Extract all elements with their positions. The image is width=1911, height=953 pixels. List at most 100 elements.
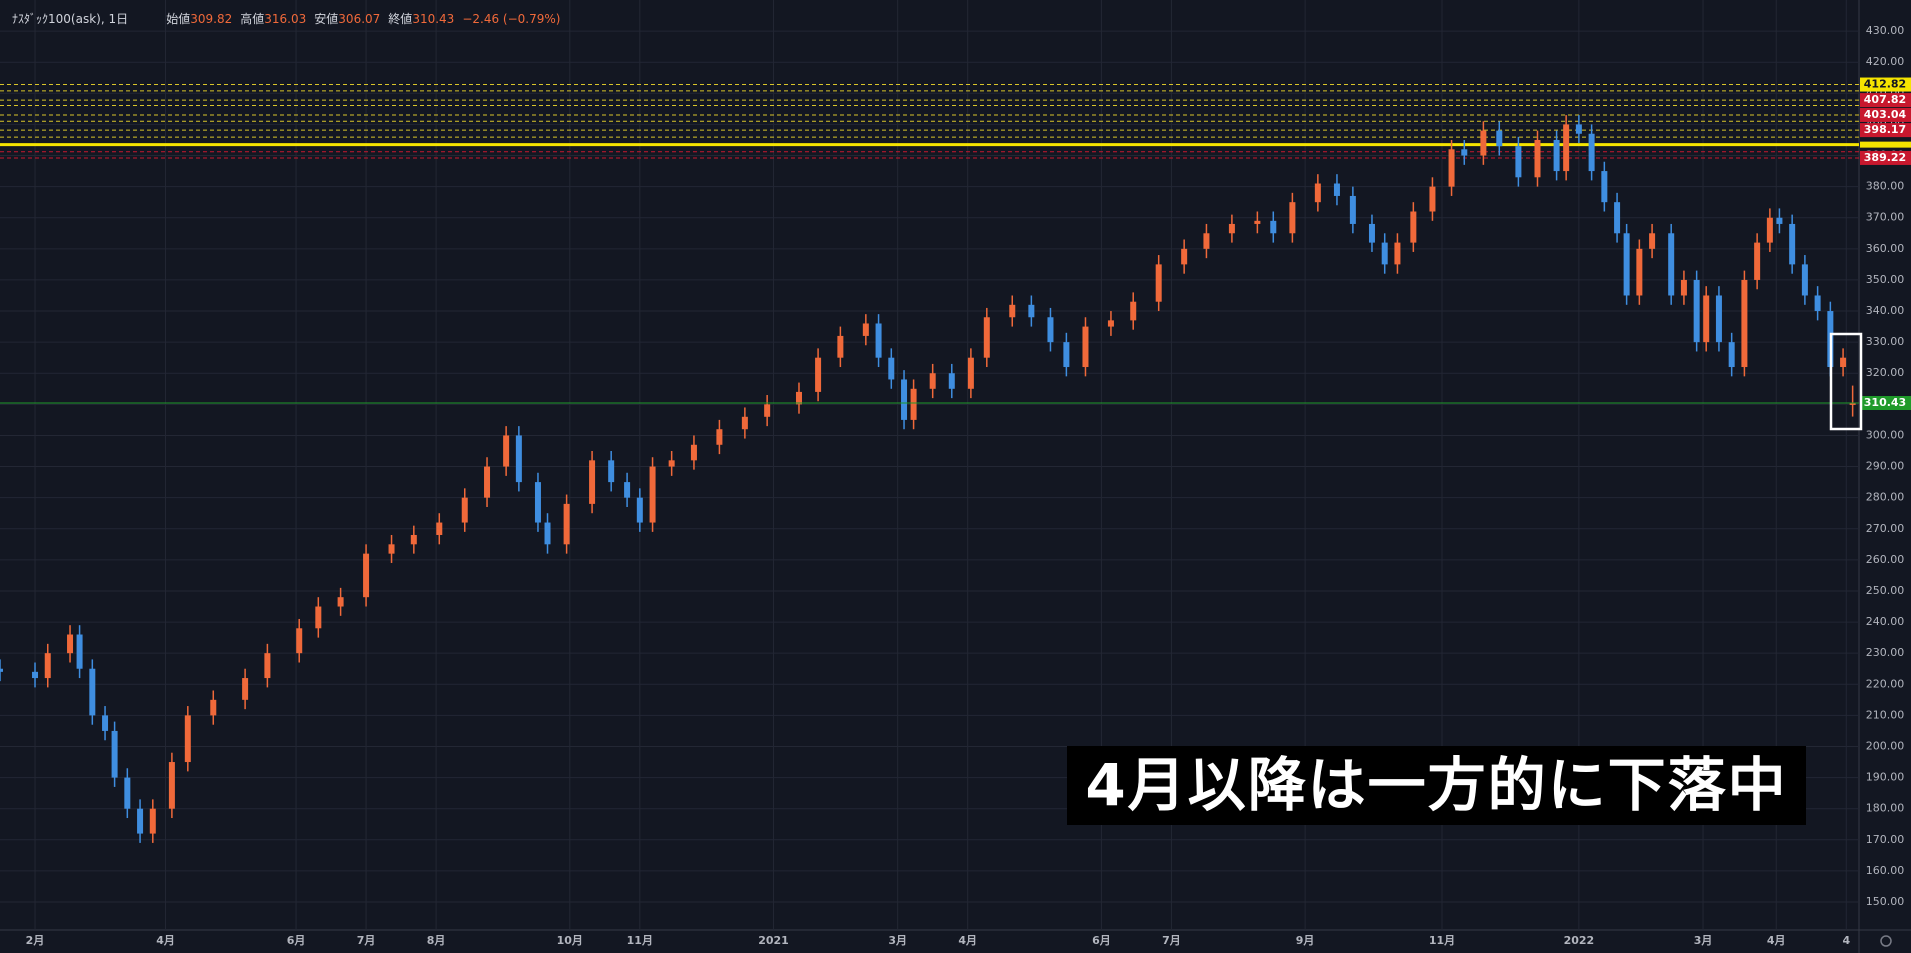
y-tick-label: 350.00 xyxy=(1866,273,1905,286)
candle-body xyxy=(888,357,895,380)
candle-body xyxy=(1703,295,1710,343)
candle-body xyxy=(948,373,955,389)
y-tick-label: 150.00 xyxy=(1866,895,1905,908)
annotation: 4月以降は一方的に下落中 xyxy=(1067,746,1806,825)
candle-body xyxy=(89,668,96,716)
candle-body xyxy=(1563,124,1570,172)
candle-body xyxy=(690,444,697,461)
candle-body xyxy=(242,678,249,700)
level-label: 407.82 xyxy=(1864,93,1906,106)
high-value: 316.03 xyxy=(264,12,307,26)
settings-icon xyxy=(1880,935,1892,947)
level-label: 398.17 xyxy=(1864,123,1906,136)
y-tick-label: 420.00 xyxy=(1866,55,1905,68)
candle-body xyxy=(1789,223,1796,265)
low-value: 306.07 xyxy=(338,12,381,26)
candle-body xyxy=(168,762,175,809)
x-tick-label: 11月 xyxy=(1429,934,1455,947)
candle-body xyxy=(910,388,917,420)
x-tick-label: 10月 xyxy=(557,934,583,947)
x-tick-label: 3月 xyxy=(888,934,907,947)
candle-body xyxy=(1534,139,1541,178)
x-tick-label: 6月 xyxy=(1092,934,1111,947)
last-price-label: 310.43 xyxy=(1864,396,1906,409)
level-tag xyxy=(1860,123,1911,138)
y-tick-label: 200.00 xyxy=(1866,739,1905,752)
candle-body xyxy=(1601,171,1608,203)
candle-body xyxy=(1381,242,1388,265)
candle-body xyxy=(1254,220,1261,224)
candle-body xyxy=(1588,133,1595,172)
y-tick-label: 430.00 xyxy=(1866,24,1905,37)
level-tag xyxy=(1860,141,1911,148)
candle-body xyxy=(589,460,596,504)
candle-body xyxy=(1181,248,1188,265)
candle-body xyxy=(124,777,131,809)
candle-body xyxy=(544,522,551,545)
candle-body xyxy=(815,357,822,392)
candle-body xyxy=(967,357,974,389)
candle-body xyxy=(1314,183,1321,203)
candle-body xyxy=(137,808,144,834)
level-label: 412.82 xyxy=(1864,78,1906,91)
candle-body xyxy=(1623,233,1630,296)
candle-body xyxy=(1063,342,1070,368)
y-tick-label: 170.00 xyxy=(1866,833,1905,846)
candle-body xyxy=(1107,320,1114,327)
candle-body xyxy=(1203,233,1210,249)
candle-body xyxy=(1270,220,1277,234)
level-label: 389.22 xyxy=(1864,151,1906,164)
y-tick-label: 240.00 xyxy=(1866,615,1905,628)
symbol: ﾅｽﾀﾞｯｸ100(ask), 1日 xyxy=(12,12,129,26)
candle-body xyxy=(484,466,491,498)
candle-body xyxy=(1766,217,1773,243)
candle-body xyxy=(1228,223,1235,234)
candle-body xyxy=(1009,304,1016,318)
candle-body xyxy=(1047,317,1054,343)
candle-body xyxy=(741,416,748,430)
candle-body xyxy=(1840,357,1847,368)
y-tick-label: 250.00 xyxy=(1866,584,1905,597)
change: −2.46 (−0.79%) xyxy=(462,12,561,26)
candle-body xyxy=(1728,342,1735,368)
high-label: 高値 xyxy=(240,12,265,26)
x-tick-label: 3月 xyxy=(1694,934,1713,947)
y-tick-label: 180.00 xyxy=(1866,802,1905,815)
candle-body xyxy=(1814,295,1821,312)
candle-body xyxy=(149,808,156,834)
level-tag xyxy=(1860,150,1911,165)
x-tick-label: 2021 xyxy=(758,934,789,947)
candle-body xyxy=(315,606,322,629)
candle-body xyxy=(1553,139,1560,172)
candle-body xyxy=(1429,186,1436,212)
x-tick-label: 9月 xyxy=(1296,934,1315,947)
y-tick-label: 230.00 xyxy=(1866,646,1905,659)
candle-body xyxy=(296,628,303,654)
candle-body xyxy=(32,671,39,679)
y-tick-label: 190.00 xyxy=(1866,771,1905,784)
close-value: 310.43 xyxy=(412,12,455,26)
candle-body xyxy=(862,323,869,336)
x-tick-label: 4月 xyxy=(958,934,977,947)
x-tick-label: 7月 xyxy=(1162,934,1181,947)
x-tick-label: 6月 xyxy=(287,934,306,947)
x-tick-label: 4月 xyxy=(1767,934,1786,947)
y-tick-label: 280.00 xyxy=(1866,491,1905,504)
candle-body xyxy=(1448,149,1455,187)
candle-body xyxy=(649,466,656,523)
candle-body xyxy=(1082,326,1089,368)
x-tick-label: 4 xyxy=(1842,934,1850,947)
candle-body xyxy=(608,460,615,483)
candle-body xyxy=(563,503,570,545)
candle-body xyxy=(111,730,118,778)
candle-body xyxy=(534,482,541,523)
y-tick-label: 380.00 xyxy=(1866,180,1905,193)
candle-body xyxy=(337,597,344,607)
candle-body xyxy=(1649,233,1656,249)
candle-body xyxy=(636,497,643,523)
candle-body xyxy=(1130,301,1137,321)
low-label: 安値 xyxy=(314,12,339,26)
candle-body xyxy=(901,379,908,420)
x-tick-label: 2022 xyxy=(1564,934,1595,947)
